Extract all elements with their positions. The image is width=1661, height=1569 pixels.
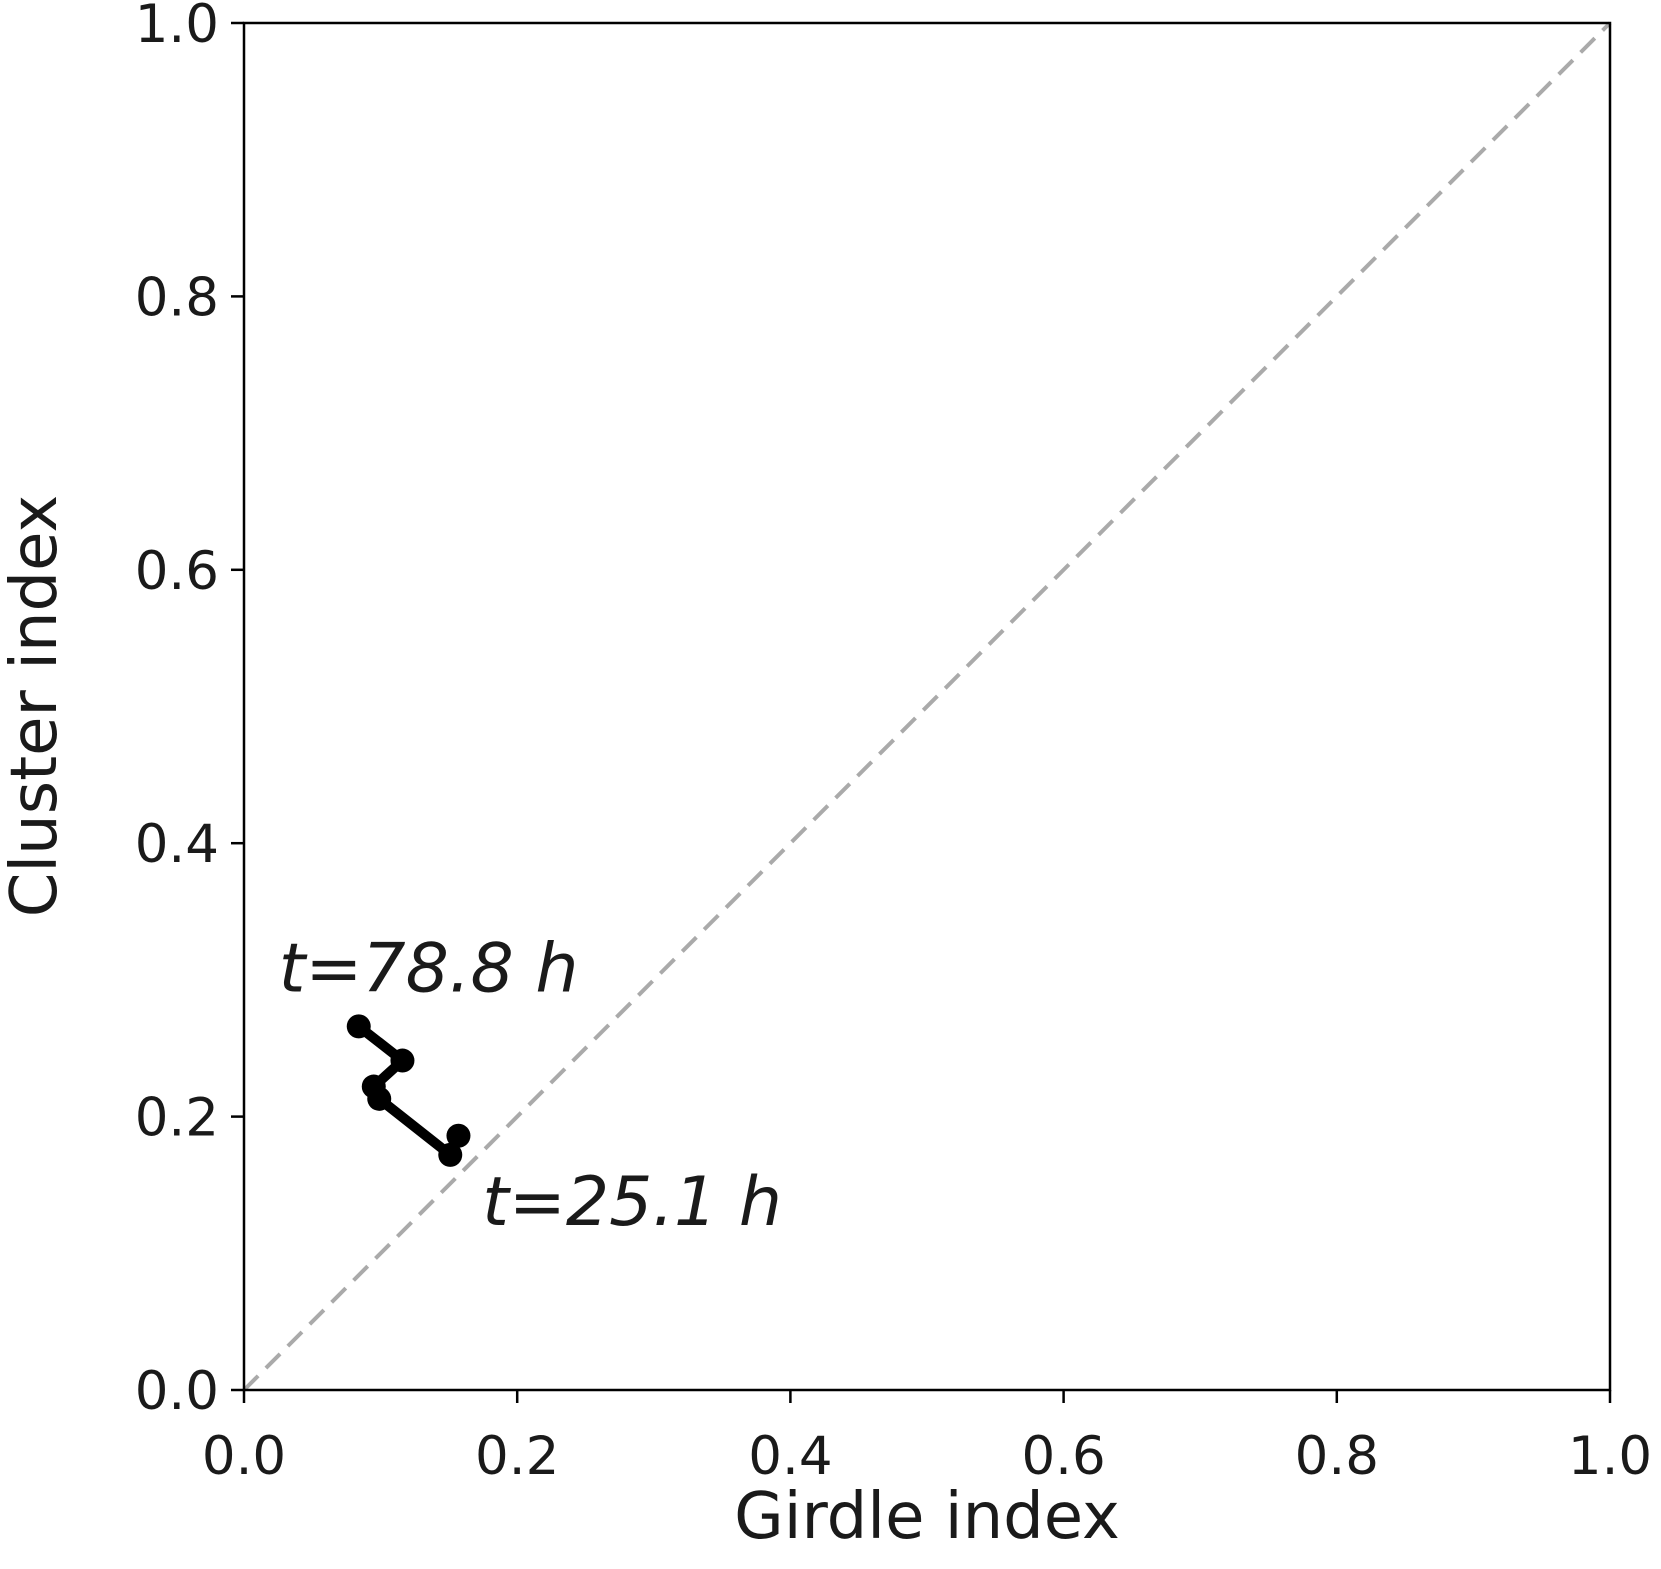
y-tick-label: 0.0 bbox=[135, 1361, 219, 1422]
annotation: t=78.8 h bbox=[279, 929, 579, 1008]
point-marker bbox=[446, 1123, 471, 1148]
x-tick-label: 1.0 bbox=[1568, 1426, 1652, 1487]
y-tick-label: 1.0 bbox=[135, 0, 219, 55]
plot-frame bbox=[242, 21, 1612, 1392]
point-marker bbox=[438, 1142, 463, 1167]
x-tick-label: 0.8 bbox=[1295, 1426, 1379, 1487]
x-tick-label: 0.0 bbox=[202, 1426, 286, 1487]
y-tick-label: 0.4 bbox=[135, 814, 219, 875]
x-axis-title: Girdle index bbox=[734, 1480, 1120, 1554]
x-tick-label: 0.6 bbox=[1021, 1426, 1105, 1487]
annotation: t=25.1 h bbox=[482, 1163, 782, 1242]
point-marker bbox=[361, 1074, 386, 1099]
point-marker bbox=[390, 1048, 415, 1073]
y-tick-label: 0.2 bbox=[135, 1088, 219, 1149]
y-tick-label: 0.6 bbox=[135, 541, 219, 602]
x-tick-label: 0.4 bbox=[748, 1426, 832, 1487]
y-axis-title: Cluster index bbox=[0, 495, 72, 918]
y-tick-label: 0.8 bbox=[135, 267, 219, 328]
point-marker bbox=[346, 1014, 371, 1039]
x-tick-label: 0.2 bbox=[475, 1426, 559, 1487]
diagonal-reference bbox=[242, 21, 1612, 1392]
